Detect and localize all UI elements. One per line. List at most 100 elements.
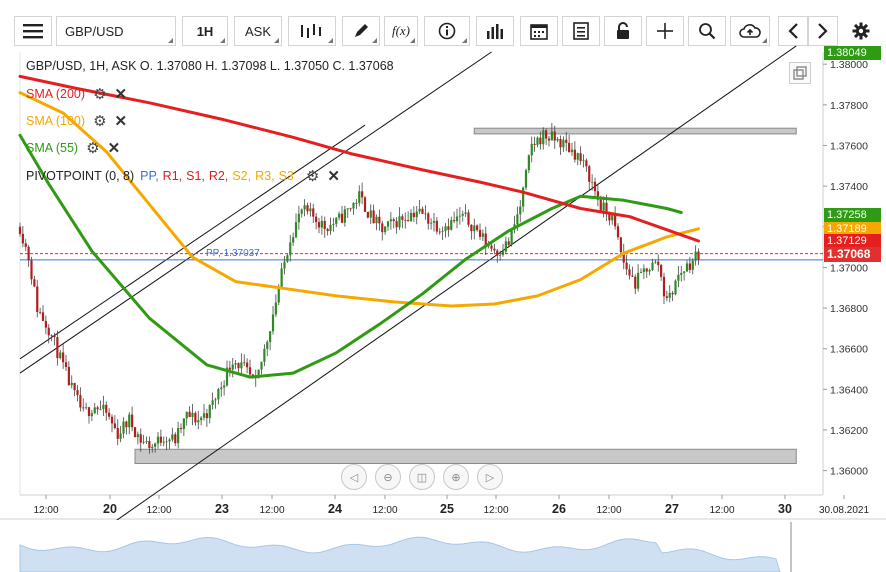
- info-button[interactable]: [424, 16, 470, 46]
- cloud-button[interactable]: [730, 16, 770, 46]
- candle: [113, 415, 116, 430]
- candle-body: [415, 211, 418, 218]
- detach-button[interactable]: [789, 62, 811, 84]
- candle: [404, 212, 407, 229]
- candle-body: [455, 216, 459, 222]
- gear-icon[interactable]: ⚙: [305, 168, 320, 185]
- candle-body: [616, 226, 620, 238]
- candle-body: [312, 208, 315, 217]
- timeframe-select[interactable]: 1H: [182, 16, 228, 46]
- crosshair-button[interactable]: [646, 16, 684, 46]
- x-tick-label: 25: [440, 502, 454, 516]
- candle: [501, 244, 505, 257]
- candle-body: [323, 220, 326, 230]
- candle: [335, 217, 338, 228]
- indicators-button[interactable]: f(x): [384, 16, 418, 46]
- symbol-input[interactable]: GBP/USD: [56, 16, 176, 46]
- candle: [179, 423, 183, 434]
- candle: [202, 404, 206, 421]
- candle-body: [162, 441, 165, 443]
- reset-zoom-button[interactable]: ◫: [409, 464, 435, 490]
- candle: [70, 375, 73, 389]
- lock-button[interactable]: [604, 16, 642, 46]
- prev-button[interactable]: [778, 16, 808, 46]
- candle: [151, 444, 154, 453]
- candle: [165, 436, 168, 451]
- x-tick-label: 30.08.2021: [819, 505, 869, 516]
- candle-body: [519, 206, 522, 215]
- next-button[interactable]: [808, 16, 838, 46]
- close-icon[interactable]: ✕: [107, 140, 121, 157]
- x-tick-label: 12:00: [33, 505, 58, 516]
- sma200-line: [18, 74, 700, 243]
- candle-body: [625, 262, 628, 270]
- candle: [464, 204, 467, 217]
- candle-body: [332, 224, 335, 225]
- calendar-button[interactable]: [520, 16, 558, 46]
- candle: [458, 207, 461, 225]
- candle: [550, 122, 553, 141]
- candle-body: [136, 434, 139, 438]
- zoom-button[interactable]: [688, 16, 726, 46]
- pencil-icon: [355, 24, 368, 37]
- candle: [637, 264, 640, 292]
- news-button[interactable]: [562, 16, 600, 46]
- close-icon[interactable]: ✕: [327, 168, 340, 185]
- x-tick-label: 24: [328, 502, 342, 516]
- candle: [87, 406, 91, 424]
- zoom-out-button[interactable]: ⊖: [375, 464, 401, 490]
- timeframe-value: 1H: [196, 23, 214, 39]
- candle: [639, 268, 643, 274]
- volume-button[interactable]: [476, 16, 514, 46]
- candle-body: [234, 363, 237, 365]
- gear-icon[interactable]: ⚙: [86, 140, 100, 157]
- candle: [358, 185, 361, 207]
- candle-body: [496, 250, 499, 256]
- x-tick-label: 12:00: [596, 505, 621, 516]
- settings-button[interactable]: [844, 16, 878, 46]
- menu-button[interactable]: [14, 16, 52, 46]
- candle: [697, 248, 700, 265]
- scroll-right-button[interactable]: ▷: [477, 464, 503, 490]
- price-type-select[interactable]: ASK: [234, 16, 282, 46]
- candle-body: [274, 302, 277, 315]
- candle-body: [93, 407, 96, 414]
- candle-body: [461, 213, 464, 216]
- candle-body: [401, 216, 404, 220]
- close-icon[interactable]: ✕: [114, 86, 128, 103]
- candle-body: [128, 414, 131, 428]
- candle-body: [481, 233, 484, 237]
- gear-icon[interactable]: ⚙: [93, 86, 107, 103]
- candle: [355, 199, 358, 210]
- chart-type-button[interactable]: [288, 16, 336, 46]
- candle: [392, 217, 395, 229]
- candle: [194, 411, 197, 426]
- zoom-in-button[interactable]: ⊕: [443, 464, 469, 490]
- close-icon[interactable]: ✕: [114, 113, 128, 130]
- channel-lines: [19, 45, 797, 528]
- candle: [645, 267, 648, 278]
- candle-body: [591, 181, 594, 183]
- candle: [481, 229, 484, 242]
- candle-body: [315, 216, 318, 223]
- candle: [191, 403, 194, 426]
- candle-body: [530, 143, 533, 156]
- gear-icon[interactable]: ⚙: [93, 113, 107, 130]
- candle: [148, 436, 151, 454]
- candle-body: [99, 408, 102, 410]
- candle-body: [355, 202, 358, 204]
- candle-body: [271, 314, 275, 332]
- crosshair-icon: [657, 23, 673, 39]
- draw-tool-button[interactable]: [342, 16, 380, 46]
- candle-body: [680, 272, 683, 275]
- candle: [289, 235, 292, 262]
- sma100-label: SMA (100): [26, 114, 86, 128]
- candle: [47, 324, 50, 344]
- candle: [139, 428, 142, 452]
- candle-body: [375, 216, 378, 224]
- candle-body: [550, 131, 553, 141]
- scroll-left-button[interactable]: ◁: [341, 464, 367, 490]
- candle: [283, 255, 286, 275]
- candle-body: [602, 202, 605, 211]
